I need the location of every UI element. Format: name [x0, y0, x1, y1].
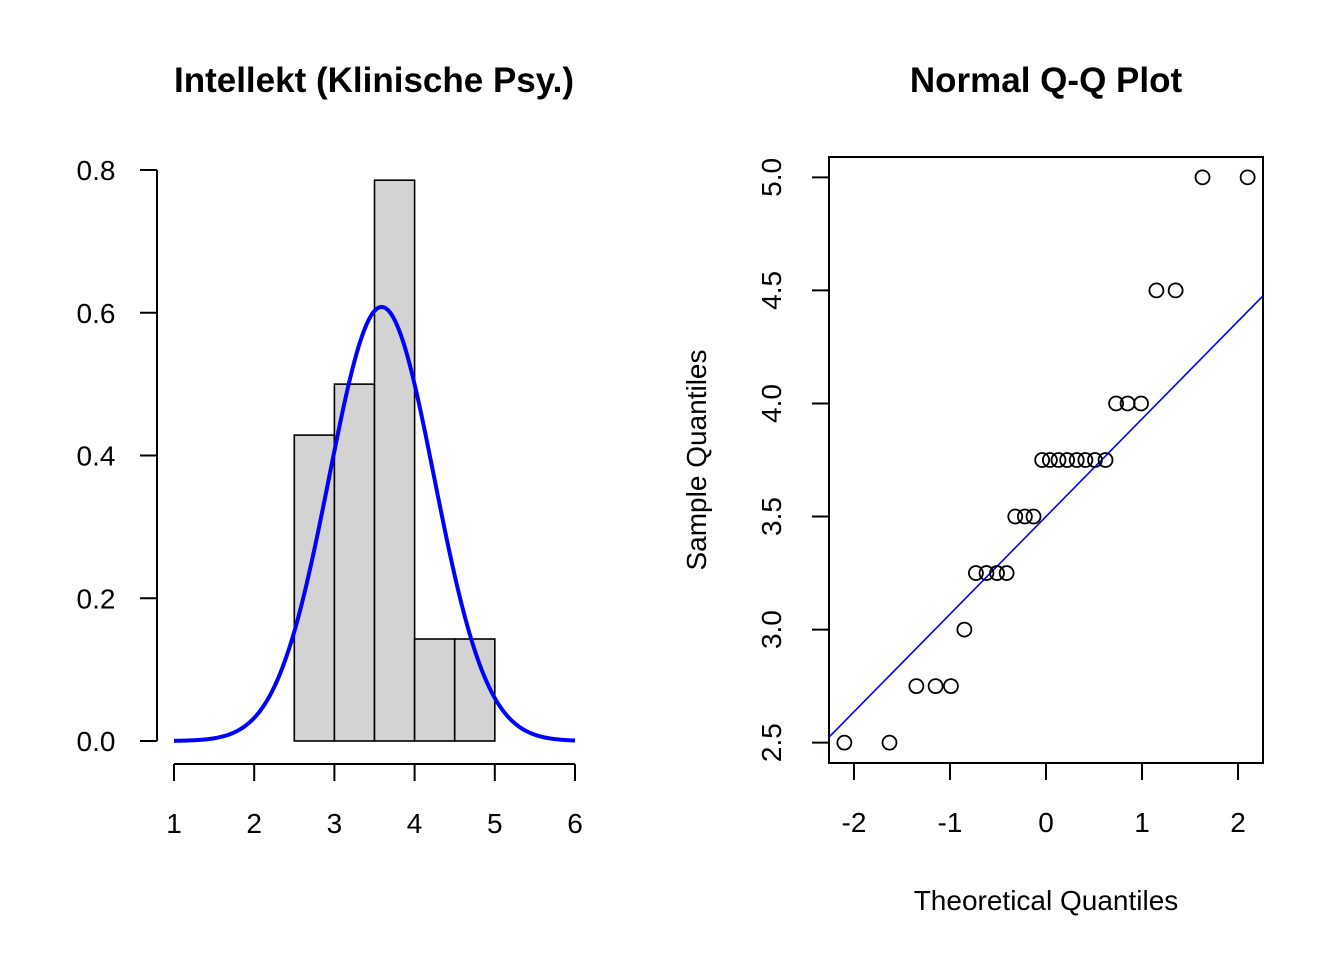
qq-point — [998, 565, 1015, 581]
qq-point — [1025, 508, 1042, 525]
qq-point — [1041, 452, 1058, 468]
qq-point — [1034, 452, 1051, 468]
histogram-x-tick-label: 3 — [327, 808, 343, 839]
qq-point — [968, 565, 984, 581]
histogram-x-tick-label: 4 — [407, 808, 423, 839]
qq-reference-line — [829, 295, 1263, 738]
histogram-bar — [413, 638, 456, 742]
qq-point — [956, 621, 973, 638]
histogram-y-tick-label: 0.6 — [77, 298, 116, 329]
qq-x-axis-label: Theoretical Quantiles — [914, 885, 1179, 916]
histogram-y-axis: 0.0 0.2 0.4 0.6 0.8 — [77, 155, 158, 757]
qq-y-tick-label: 4.5 — [756, 271, 787, 310]
histogram-y-tick-label: 0.4 — [77, 441, 116, 472]
qq-point — [1016, 508, 1033, 525]
qq-y-tick-label: 5.0 — [756, 158, 787, 197]
qq-y-tick-label: 4.0 — [756, 384, 787, 423]
histogram-x-tick-label: 1 — [166, 808, 182, 839]
qq-point — [1077, 452, 1094, 468]
qq-x-tick-label: -1 — [938, 807, 963, 838]
histogram-y-tick-label: 0.2 — [77, 583, 116, 614]
histogram-bars — [293, 179, 496, 742]
histogram-x-tick-label: 2 — [246, 808, 262, 839]
qq-point — [1108, 395, 1124, 412]
qq-point — [1194, 169, 1211, 186]
qq-y-axis-label: Sample Quantiles — [681, 349, 712, 570]
qq-point — [1068, 452, 1085, 468]
qq-y-tick-label: 3.5 — [756, 497, 787, 536]
qq-point — [989, 565, 1005, 581]
qq-plot-title: Normal Q-Q Plot — [910, 61, 1183, 100]
qq-y-axis: 2.5 3.0 3.5 4.0 4.5 5.0 — [756, 158, 829, 762]
qq-x-axis: -2 -1 0 1 2 — [842, 763, 1246, 838]
histogram-bar — [373, 179, 416, 742]
qq-plot-panel: Normal Q-Q Plot -2 -1 0 1 2 2.5 3.0 3.5 4.0 4.5 5… — [681, 61, 1264, 916]
qq-x-tick-label: 0 — [1038, 807, 1054, 838]
qq-point — [908, 678, 925, 695]
qq-x-tick-label: 2 — [1230, 807, 1246, 838]
qq-point — [1148, 282, 1165, 299]
histogram-x-tick-label: 6 — [567, 808, 583, 839]
qq-point — [1239, 169, 1256, 186]
qq-point — [978, 565, 995, 581]
qq-point — [1059, 452, 1076, 468]
histogram-y-tick-label: 0.8 — [77, 155, 116, 186]
qq-point — [1097, 452, 1114, 468]
qq-y-tick-label: 2.5 — [756, 723, 787, 762]
qq-x-tick-label: -2 — [842, 807, 867, 838]
qq-point — [1167, 282, 1184, 299]
histogram-title: Intellekt (Klinische Psy.) — [174, 61, 574, 100]
qq-y-tick-label: 3.0 — [756, 610, 787, 649]
histogram-x-axis: 1 2 3 4 5 6 — [166, 763, 583, 839]
qq-point — [1087, 452, 1103, 468]
histogram-panel: Intellekt (Klinische Psy.) 1 2 3 4 5 6 0.0 0.2… — [77, 61, 583, 839]
qq-point — [881, 734, 898, 751]
qq-point — [1007, 508, 1024, 525]
qq-point — [836, 734, 853, 751]
qq-point — [1133, 395, 1149, 412]
qq-points — [836, 169, 1256, 751]
qq-point — [1050, 452, 1067, 468]
qq-x-tick-label: 1 — [1134, 807, 1150, 838]
histogram-y-tick-label: 0.0 — [77, 726, 116, 757]
qq-point — [927, 678, 944, 695]
density-curve — [173, 304, 576, 743]
qq-point — [943, 678, 959, 695]
histogram-bar — [333, 383, 376, 742]
histogram-x-tick-label: 5 — [487, 808, 503, 839]
